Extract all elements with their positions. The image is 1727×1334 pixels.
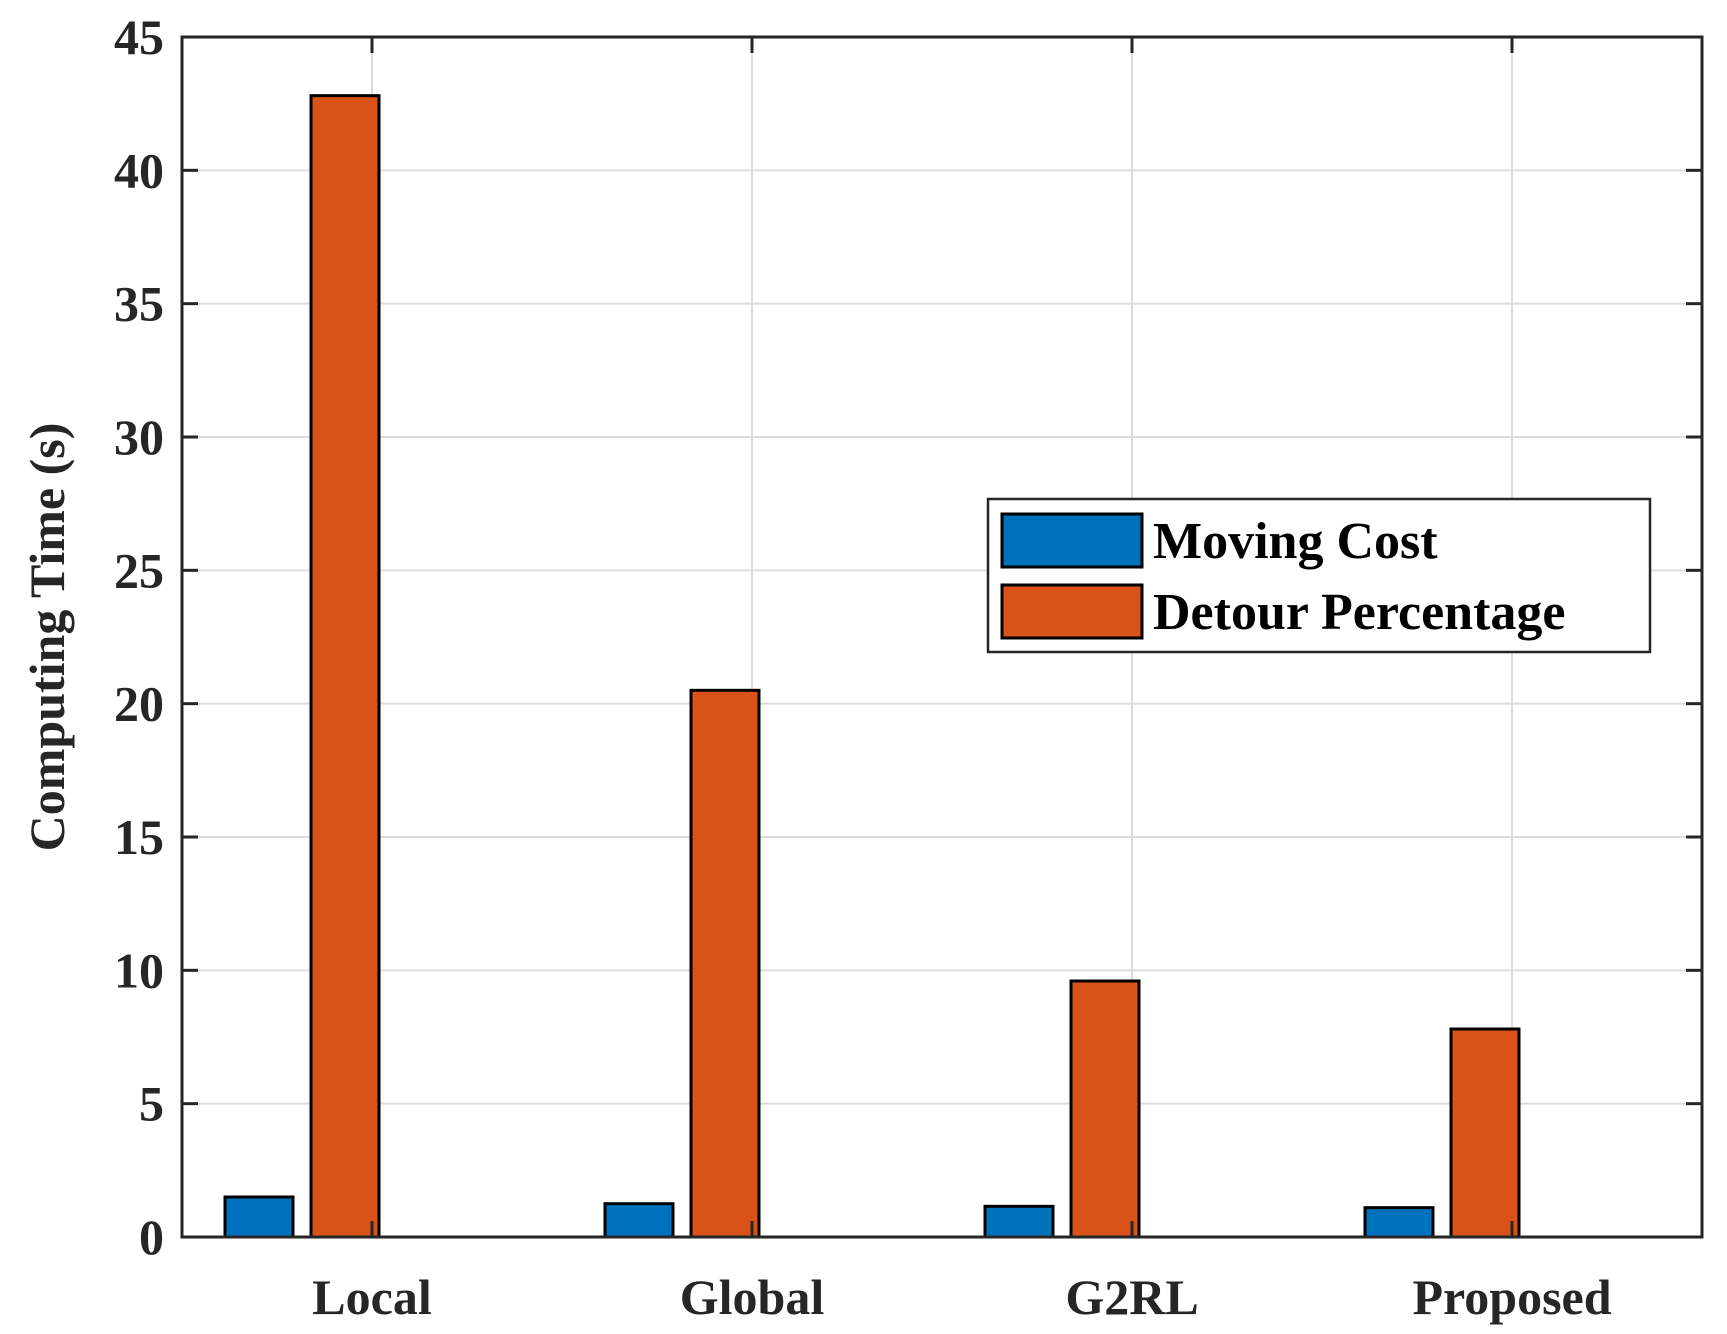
y-tick-label: 10: [114, 942, 164, 998]
y-axis-title: Computing Time (s): [19, 423, 75, 852]
y-tick-label: 20: [114, 676, 164, 732]
x-tick-label: Global: [680, 1269, 825, 1325]
bar-detour-percentage-local: [309, 94, 381, 1239]
axis-ticks: [182, 35, 1702, 1239]
y-tick-label: 45: [114, 9, 164, 65]
bar-detour-percentage-proposed: [1449, 1027, 1521, 1239]
y-tick-labels: 0 5 10 15 20 25 30 35 40 45: [114, 9, 164, 1265]
y-tick-label: 15: [114, 809, 164, 865]
bar-detour-percentage-global: [689, 688, 761, 1239]
bars: [223, 94, 1521, 1239]
y-tick-label: 40: [114, 142, 164, 198]
y-tick-label: 25: [114, 542, 164, 598]
bar-moving-cost-g2rl: [983, 1204, 1055, 1239]
bar-moving-cost-global: [603, 1202, 675, 1239]
legend: Moving Cost Detour Percentage: [986, 497, 1652, 654]
bar-moving-cost-proposed: [1363, 1206, 1435, 1239]
x-tick-label: Local: [312, 1269, 432, 1325]
y-tick-label: 30: [114, 409, 164, 465]
y-tick-label: 0: [139, 1209, 164, 1265]
x-tick-labels: Local Global G2RL Proposed: [312, 1269, 1611, 1325]
bar-moving-cost-local: [223, 1195, 295, 1239]
y-tick-label: 35: [114, 276, 164, 332]
plot-frame: [180, 35, 1704, 1239]
legend-swatch-moving-cost: [1000, 512, 1144, 569]
y-tick-label: 5: [139, 1076, 164, 1132]
legend-label-moving-cost: Moving Cost: [1153, 513, 1438, 570]
legend-swatch-detour-percentage: [1000, 583, 1144, 640]
x-tick-label: G2RL: [1065, 1269, 1198, 1325]
legend-label-detour-percentage: Detour Percentage: [1153, 584, 1565, 641]
x-tick-label: Proposed: [1412, 1269, 1611, 1325]
bar-detour-percentage-g2rl: [1069, 979, 1141, 1239]
